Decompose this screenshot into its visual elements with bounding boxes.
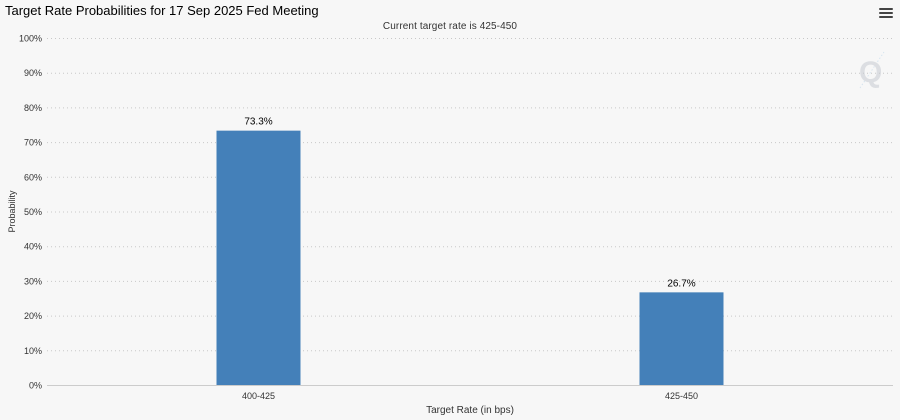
y-axis-title: Probability	[7, 190, 17, 233]
y-tick-label: 10%	[24, 346, 42, 356]
y-tick-label: 90%	[24, 68, 42, 78]
y-tick-label: 30%	[24, 276, 42, 286]
y-tick-label: 20%	[24, 311, 42, 321]
y-tick-label: 40%	[24, 242, 42, 252]
hamburger-menu-icon[interactable]	[879, 6, 893, 20]
y-tick-label: 70%	[24, 138, 42, 148]
chart-subtitle: Current target rate is 425-450	[382, 21, 518, 32]
y-tick-label: 50%	[24, 207, 42, 217]
y-tick-label: 60%	[24, 172, 42, 182]
bar-425-450	[639, 292, 724, 385]
y-tick-label: 0%	[29, 381, 42, 391]
q-logo-icon: Q	[859, 51, 885, 89]
data-label: 26.7%	[667, 278, 695, 289]
y-tick-label: 80%	[24, 103, 42, 113]
x-tick-label: 425-450	[665, 391, 698, 401]
data-label: 73.3%	[244, 117, 272, 128]
x-tick-label: 400-425	[242, 391, 275, 401]
chart-title: Target Rate Probabilities for 17 Sep 202…	[5, 3, 319, 18]
y-tick-label: 100%	[19, 34, 42, 44]
svg-text:Q: Q	[859, 56, 882, 89]
bar-400-425	[216, 130, 301, 385]
x-axis-title: Target Rate (in bps)	[426, 405, 514, 416]
